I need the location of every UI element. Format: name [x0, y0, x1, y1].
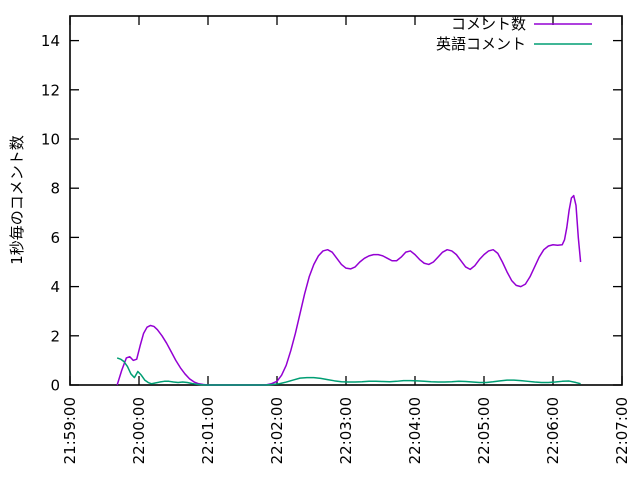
x-tick-label: 22:06:00: [544, 397, 562, 464]
x-axis-ticks: [69, 16, 623, 385]
legend-label-1: コメント数: [451, 15, 526, 33]
y-tick-label: 0: [50, 377, 60, 395]
x-tick-label: 22:05:00: [475, 397, 493, 464]
y-axis-title: 1秒毎のコメント数: [8, 135, 26, 265]
y-tick-label: 10: [41, 131, 60, 149]
x-tick-label: 22:04:00: [406, 397, 424, 464]
y-axis-title-label: 1秒毎のコメント数: [8, 135, 26, 265]
x-tick-label: 21:59:00: [61, 397, 79, 464]
y-axis-tick-labels: 0 2 4 6 8 10 12 14: [41, 32, 60, 394]
series-line-2: [116, 357, 581, 386]
x-axis-tick-labels: 21:59:00 22:00:00 22:01:00 22:02:00 22:03:00…: [61, 397, 631, 464]
y-tick-label: 2: [50, 327, 60, 345]
x-tick-label: 22:02:00: [268, 397, 286, 464]
y-tick-label: 4: [50, 278, 60, 296]
y-tick-label: 14: [41, 32, 60, 50]
x-tick-label: 22:03:00: [337, 397, 355, 464]
y-axis-ticks: [70, 39, 622, 386]
x-tick-label: 22:07:00: [613, 397, 631, 464]
legend-label-2: 英語コメント: [436, 35, 526, 53]
series-paths: [116, 194, 582, 386]
x-tick-label: 22:00:00: [130, 397, 148, 464]
x-tick-label: 22:01:00: [199, 397, 217, 464]
series-line-1: [116, 194, 582, 386]
y-tick-label: 8: [50, 180, 60, 198]
y-tick-label: 12: [41, 81, 60, 99]
y-tick-label: 6: [50, 229, 60, 247]
